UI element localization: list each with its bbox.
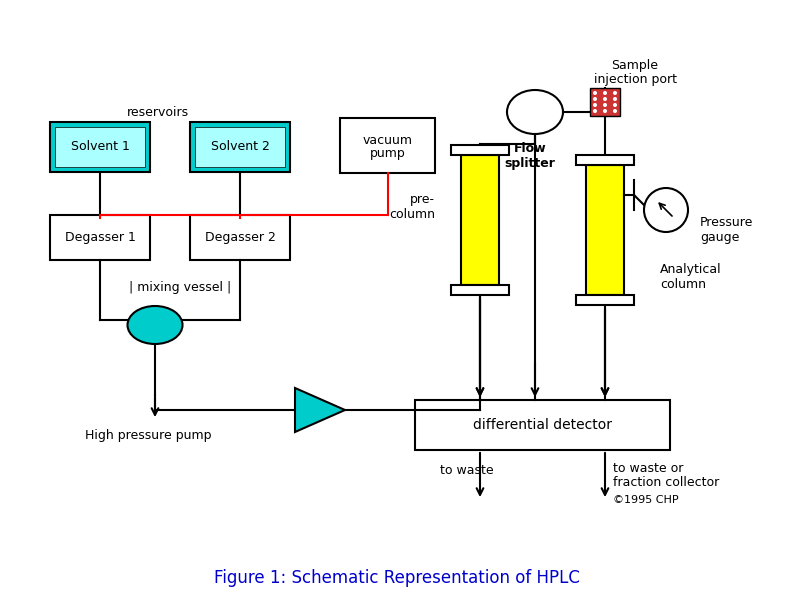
Circle shape — [593, 91, 597, 95]
Text: reservoirs: reservoirs — [127, 106, 189, 119]
Bar — [461, 155, 499, 285]
Circle shape — [593, 97, 597, 101]
Text: Analytical: Analytical — [660, 263, 722, 276]
Text: Degasser 1: Degasser 1 — [64, 231, 136, 244]
Text: Flow: Flow — [514, 141, 546, 155]
Bar — [451, 285, 509, 295]
Text: column: column — [660, 279, 706, 292]
Ellipse shape — [507, 90, 563, 134]
Bar — [590, 88, 620, 116]
Bar — [340, 118, 435, 173]
Bar — [55, 127, 145, 167]
Text: Figure 1: Schematic Representation of HPLC: Figure 1: Schematic Representation of HP… — [214, 569, 580, 587]
Text: differential detector: differential detector — [473, 418, 612, 432]
Circle shape — [613, 109, 617, 113]
Circle shape — [603, 91, 607, 95]
Text: vacuum: vacuum — [363, 134, 413, 147]
Bar — [576, 155, 634, 165]
Circle shape — [644, 188, 688, 232]
Bar — [190, 122, 290, 172]
Text: pump: pump — [370, 147, 406, 160]
Bar — [586, 165, 624, 295]
Text: Pressure: Pressure — [700, 216, 754, 228]
Circle shape — [593, 109, 597, 113]
Circle shape — [593, 103, 597, 107]
Text: High pressure pump: High pressure pump — [85, 429, 211, 441]
Circle shape — [613, 103, 617, 107]
Text: pre-: pre- — [410, 193, 435, 206]
Polygon shape — [295, 388, 345, 432]
Circle shape — [603, 103, 607, 107]
Bar — [50, 215, 150, 260]
Text: to waste: to waste — [440, 464, 494, 476]
Text: injection port: injection port — [593, 74, 676, 87]
Circle shape — [613, 91, 617, 95]
Text: gauge: gauge — [700, 230, 739, 244]
Text: column: column — [389, 209, 435, 222]
Text: splitter: splitter — [504, 157, 556, 169]
Circle shape — [603, 97, 607, 101]
Circle shape — [603, 109, 607, 113]
Bar — [195, 127, 285, 167]
Text: ©1995 CHP: ©1995 CHP — [613, 495, 679, 505]
Text: Sample: Sample — [611, 58, 658, 71]
Bar — [576, 295, 634, 305]
Text: to waste or: to waste or — [613, 462, 684, 475]
Text: Solvent 2: Solvent 2 — [210, 141, 269, 154]
Text: | mixing vessel |: | mixing vessel | — [129, 281, 231, 295]
Bar — [451, 145, 509, 155]
Bar — [190, 215, 290, 260]
Bar — [415, 400, 670, 450]
Bar — [50, 122, 150, 172]
Ellipse shape — [128, 306, 183, 344]
Text: fraction collector: fraction collector — [613, 476, 719, 489]
Circle shape — [613, 97, 617, 101]
Text: Solvent 1: Solvent 1 — [71, 141, 129, 154]
Text: Degasser 2: Degasser 2 — [205, 231, 276, 244]
